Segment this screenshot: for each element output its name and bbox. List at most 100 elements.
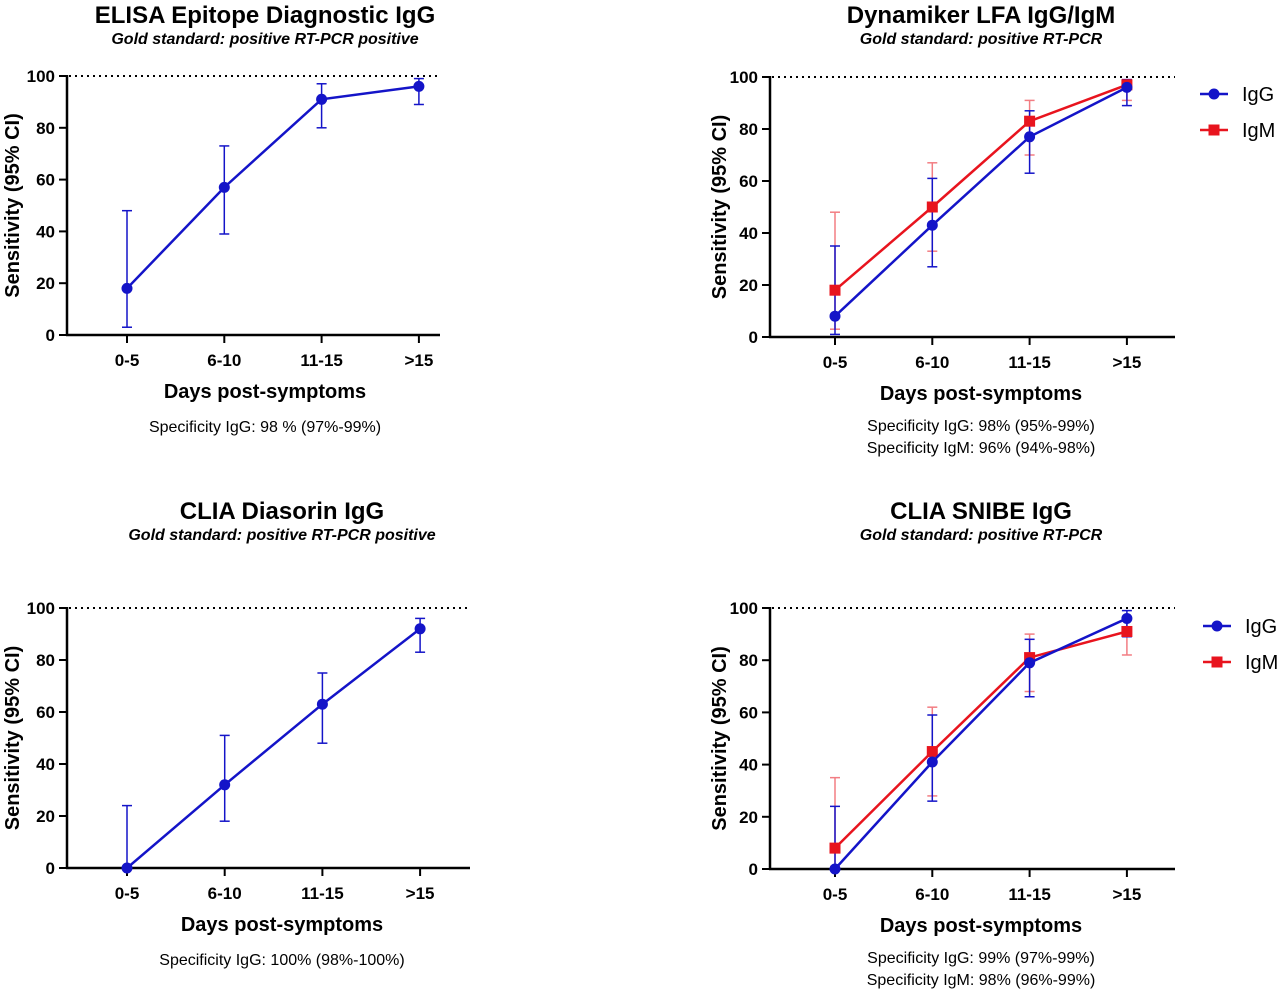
y-tick-label: 40 bbox=[739, 224, 758, 243]
y-axis-label: Sensitivity (95% CI) bbox=[709, 115, 731, 300]
y-tick-label: 0 bbox=[749, 860, 758, 879]
y-axis-label: Sensitivity (95% CI) bbox=[709, 646, 731, 831]
series-line-igm bbox=[834, 630, 1128, 850]
y-tick-label: 100 bbox=[730, 68, 758, 87]
legend-item-igm: IgM bbox=[1203, 652, 1278, 674]
error-bar-igg bbox=[830, 805, 840, 870]
error-bar-series bbox=[122, 804, 132, 869]
y-tick-label: 80 bbox=[739, 120, 758, 139]
data-point-igm bbox=[926, 746, 938, 758]
y-tick-label: 80 bbox=[36, 651, 55, 670]
y-tick-label: 100 bbox=[27, 599, 55, 618]
chart-panel-snibe: CLIA SNIBE IgG Gold standard: positive RT… bbox=[709, 498, 1278, 989]
data-point-series bbox=[121, 282, 133, 294]
data-point-series bbox=[219, 779, 231, 791]
data-point-series bbox=[218, 181, 230, 193]
legend-label: IgG bbox=[1242, 84, 1274, 106]
y-tick-label: 0 bbox=[46, 859, 55, 878]
series-line-igg bbox=[834, 617, 1128, 870]
y-tick-label: 60 bbox=[739, 172, 758, 191]
series-line-series bbox=[126, 85, 420, 290]
y-tick-label: 20 bbox=[739, 808, 758, 827]
series-line-series bbox=[126, 627, 421, 869]
x-axis-label: Days post-symptoms bbox=[181, 914, 383, 936]
chart-subtitle: Gold standard: positive RT-PCR bbox=[860, 31, 1103, 48]
x-axis-label: Days post-symptoms bbox=[880, 915, 1082, 937]
y-tick-label: 60 bbox=[739, 703, 758, 722]
y-tick-label: 100 bbox=[730, 599, 758, 618]
chart-subtitle: Gold standard: positive RT-PCR positive bbox=[111, 31, 418, 48]
x-tick-label: >15 bbox=[406, 884, 435, 903]
y-axis-label: Sensitivity (95% CI) bbox=[2, 646, 24, 831]
y-tick-label: 40 bbox=[739, 756, 758, 775]
data-point-series bbox=[121, 862, 133, 874]
x-tick-label: >15 bbox=[404, 351, 433, 370]
x-tick-label: 11-15 bbox=[1008, 885, 1051, 904]
data-point-igm bbox=[926, 201, 938, 213]
legend-item-igg: IgG bbox=[1203, 616, 1277, 638]
data-point-series bbox=[316, 698, 328, 710]
chart-subtitle: Gold standard: positive RT-PCR bbox=[860, 527, 1103, 544]
y-tick-label: 100 bbox=[27, 67, 55, 86]
x-tick-label: 6-10 bbox=[208, 884, 242, 903]
error-bar-series bbox=[316, 83, 327, 129]
x-tick-label: >15 bbox=[1112, 353, 1141, 372]
data-point-igm bbox=[829, 284, 841, 296]
x-tick-label: 6-10 bbox=[915, 353, 949, 372]
x-tick-label: 0-5 bbox=[823, 353, 848, 372]
error-bar-series bbox=[219, 734, 230, 822]
legend-label: IgM bbox=[1242, 120, 1275, 142]
legend-label: IgM bbox=[1245, 652, 1278, 674]
data-point-igm bbox=[1024, 115, 1036, 127]
data-point-igg bbox=[829, 863, 841, 875]
specificity-note: Specificity IgM: 96% (94%-98%) bbox=[867, 440, 1096, 457]
chart-title: ELISA Epitope Diagnostic IgG bbox=[95, 2, 435, 29]
series-line-igm bbox=[834, 83, 1128, 292]
x-tick-label: 6-10 bbox=[207, 351, 241, 370]
legend-label: IgG bbox=[1245, 616, 1277, 638]
data-point-igm bbox=[829, 842, 841, 854]
x-tick-label: 0-5 bbox=[115, 884, 140, 903]
data-point-series bbox=[413, 80, 425, 92]
chart-title: CLIA SNIBE IgG bbox=[890, 498, 1072, 525]
legend-item-igg: IgG bbox=[1200, 84, 1274, 106]
y-tick-label: 40 bbox=[36, 222, 55, 241]
specificity-note: Specificity IgG: 99% (97%-99%) bbox=[867, 950, 1095, 967]
chart-panel-elisa: ELISA Epitope Diagnostic IgG Gold standar… bbox=[2, 2, 440, 436]
chart-panel-dynamiker: Dynamiker LFA IgG/IgM Gold standard: posi… bbox=[709, 2, 1275, 457]
specificity-note: Specificity IgG: 98 % (97%-99%) bbox=[149, 419, 381, 436]
data-point-igg bbox=[1024, 657, 1036, 669]
y-tick-label: 40 bbox=[36, 755, 55, 774]
y-tick-label: 60 bbox=[36, 703, 55, 722]
y-tick-label: 80 bbox=[739, 651, 758, 670]
y-tick-label: 0 bbox=[749, 328, 758, 347]
data-point-igg bbox=[926, 219, 938, 231]
data-point-igm bbox=[1121, 625, 1133, 637]
y-axis-label: Sensitivity (95% CI) bbox=[2, 113, 24, 298]
data-point-igg bbox=[829, 310, 841, 322]
legend-item-igm: IgM bbox=[1200, 120, 1275, 142]
y-tick-label: 20 bbox=[739, 276, 758, 295]
x-axis-label: Days post-symptoms bbox=[164, 381, 366, 403]
data-point-igg bbox=[1121, 81, 1133, 93]
chart-title: CLIA Diasorin IgG bbox=[180, 498, 384, 525]
x-axis-label: Days post-symptoms bbox=[880, 383, 1082, 405]
error-bar-series bbox=[122, 209, 132, 328]
data-point-igg bbox=[926, 756, 938, 768]
y-tick-label: 80 bbox=[36, 119, 55, 138]
y-tick-label: 0 bbox=[46, 326, 55, 345]
data-point-igg bbox=[1121, 612, 1133, 624]
specificity-note: Specificity IgG: 98% (95%-99%) bbox=[867, 418, 1095, 435]
data-point-series bbox=[316, 93, 328, 105]
y-tick-label: 20 bbox=[36, 274, 55, 293]
x-tick-label: 0-5 bbox=[115, 351, 140, 370]
y-tick-label: 20 bbox=[36, 807, 55, 826]
x-tick-label: 0-5 bbox=[823, 885, 848, 904]
chart-subtitle: Gold standard: positive RT-PCR positive bbox=[128, 527, 435, 544]
data-point-series bbox=[414, 623, 426, 635]
series-line-igg bbox=[834, 86, 1128, 318]
specificity-note: Specificity IgM: 98% (96%-99%) bbox=[867, 972, 1096, 989]
x-tick-label: 6-10 bbox=[915, 885, 949, 904]
x-tick-label: 11-15 bbox=[300, 351, 343, 370]
y-tick-label: 60 bbox=[36, 171, 55, 190]
